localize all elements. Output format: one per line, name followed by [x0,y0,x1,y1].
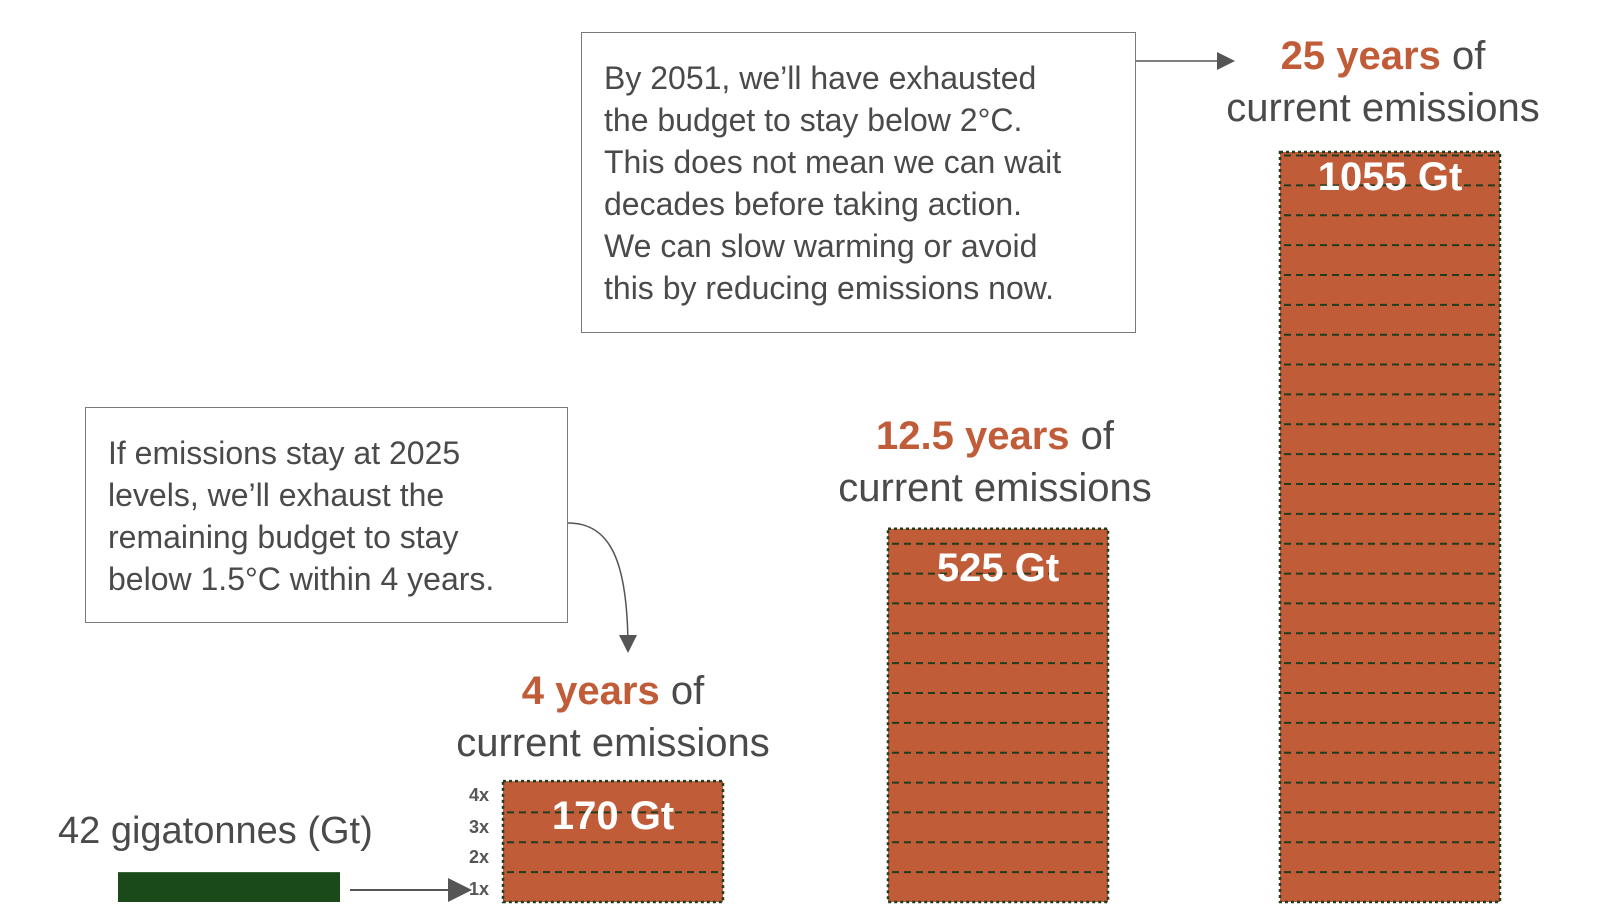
callout-line: remaining budget to stay [108,519,459,555]
callout-line: this by reducing emissions now. [604,270,1054,306]
callout-1-5c-budget: If emissions stay at 2025 levels, we’ll … [85,407,568,623]
bar-title-12-5-years: 12.5 years of current emissions [838,410,1151,514]
multiplier-label-1x: 1x [469,879,490,899]
bar-title-line2: current emissions [838,466,1152,510]
callout-line: By 2051, we’ll have exhausted [604,60,1037,96]
bar-title-of: of [1440,34,1486,78]
bar-current-emissions [118,872,340,902]
bar-title-line2: current emissions [1226,86,1540,130]
bar-title-line2: current emissions [456,721,770,765]
bar-2C [1278,150,1502,904]
callout-line: If emissions stay at 2025 [108,435,461,471]
callout-2c-budget: By 2051, we’ll have exhausted the budget… [581,32,1136,333]
bar-title-25-years: 25 years of current emissions [1226,30,1539,134]
callout-line: decades before taking action. [604,186,1023,222]
callout-line: We can slow warming or avoid [604,228,1038,264]
multiplier-label-2x: 2x [469,847,490,867]
callout-line: levels, we’ll exhaust the [108,477,445,513]
arrow-15c-callout-to-bar [567,522,637,653]
multiplier-label-3x: 3x [469,817,490,837]
bar-title-accent: 4 years [521,669,660,713]
bar-title-of: of [659,669,705,713]
bar-value-1055: 1055 Gt [1317,155,1463,199]
bar-17C [886,527,1110,904]
bar-title-4-years: 4 years of current emissions [456,665,769,769]
bar-15C [501,779,725,904]
bar-value-525: 525 Gt [936,546,1060,590]
callout-line: This does not mean we can wait [604,144,1062,180]
callout-line: the budget to stay below 2°C. [604,102,1023,138]
bar-title-accent: 25 years [1280,34,1441,78]
multiplier-label-4x: 4x [469,785,490,805]
callout-line: below 1.5°C within 4 years. [108,561,495,597]
bar-title-accent: 12.5 years [876,414,1070,458]
bar-title-of: of [1069,414,1114,458]
base-label: 42 gigatonnes (Gt) [58,810,373,852]
bar-value-170: 170 Gt [551,794,675,838]
